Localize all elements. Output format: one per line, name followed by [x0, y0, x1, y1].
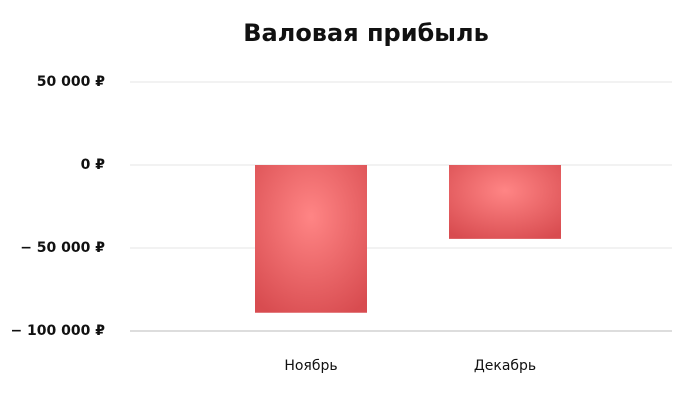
y-tick-label: 0 ₽	[81, 157, 106, 173]
y-tick-label: − 50 000 ₽	[20, 240, 105, 256]
y-tick-label: − 100 000 ₽	[10, 323, 105, 339]
bar	[255, 165, 367, 313]
y-tick-label: 50 000 ₽	[37, 74, 105, 90]
x-tick-label: Декабрь	[474, 358, 536, 374]
chart-title: Валовая прибыль	[243, 19, 489, 47]
bar	[449, 165, 561, 239]
x-tick-label: Ноябрь	[284, 358, 337, 374]
